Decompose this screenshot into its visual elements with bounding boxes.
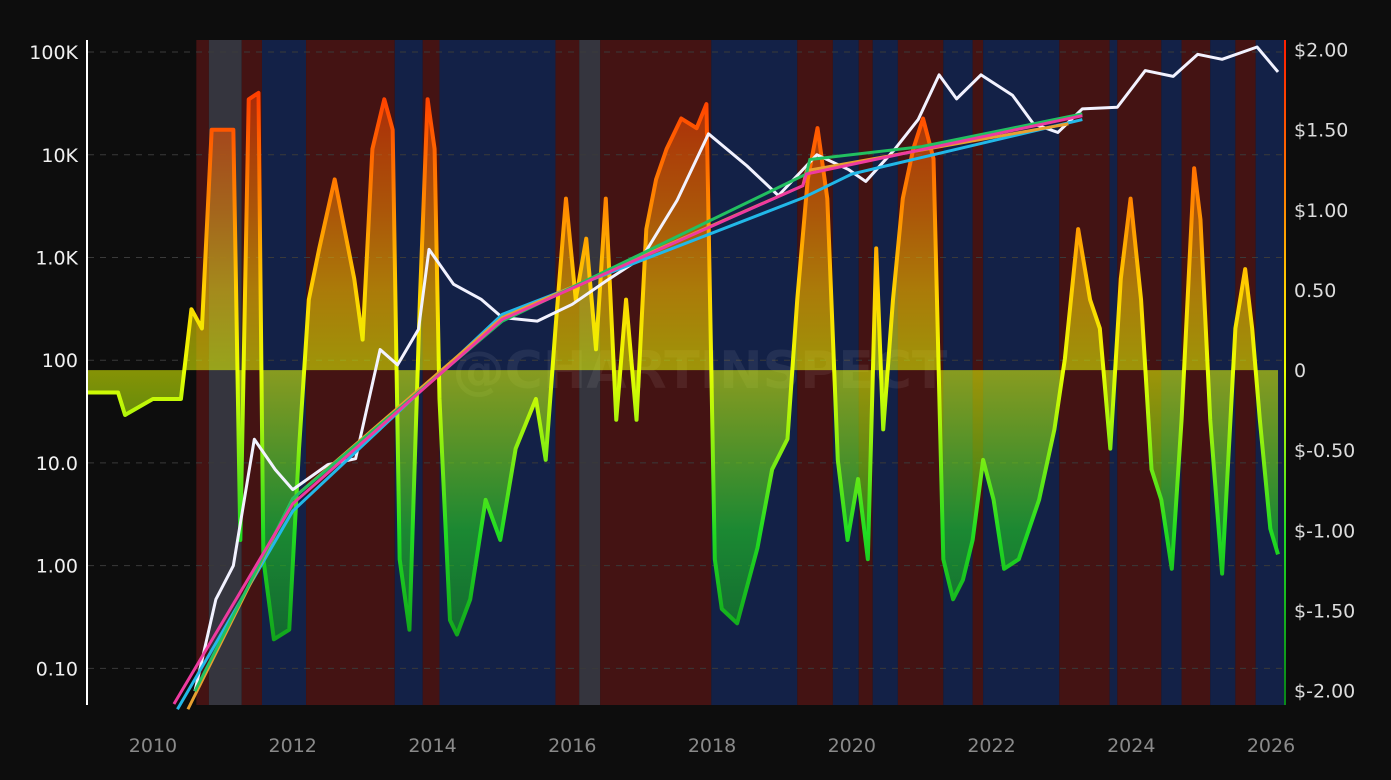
regime-band-red [1181,40,1211,705]
x-tick-label: 2026 [1247,735,1295,757]
left-axis-ticks: 100K 10K 1.0K 100 10.0 1.00 0.10 [29,42,78,680]
right-tick-label: $-2.00 [1294,681,1355,703]
regime-band-red [1059,40,1110,705]
right-tick-label: $1.00 [1294,200,1348,222]
x-axis-ticks: 2010 2012 2014 2016 2018 2020 2022 2024 2026 [129,735,1295,757]
trend-line [172,114,1083,705]
x-tick-label: 2024 [1107,735,1155,757]
x-tick-label: 2014 [408,735,456,757]
oscillator-fill [88,92,1279,640]
trend-lines [172,112,1083,711]
left-tick-label: 10K [41,145,78,167]
left-tick-label: 10.0 [36,453,78,475]
oscillator-line [88,90,1280,642]
right-tick-label: $2.00 [1294,40,1348,62]
regime-band-gray [579,40,601,705]
right-tick-label: $-0.50 [1294,440,1355,462]
price-line [193,45,1280,692]
right-tick-label: 0 [1294,360,1306,382]
x-tick-label: 2018 [688,735,736,757]
x-tick-label: 2012 [269,735,317,757]
regime-band-red [1235,40,1256,705]
right-tick-label: $-1.00 [1294,520,1355,542]
left-tick-label: 0.10 [36,658,78,680]
right-tick-label: $-1.50 [1294,600,1355,622]
left-tick-label: 100K [29,42,78,64]
x-tick-label: 2010 [129,735,177,757]
right-tick-label: 0.50 [1294,280,1336,302]
x-tick-label: 2022 [967,735,1015,757]
oscillator-series [88,90,1280,642]
price-series [193,45,1280,692]
regime-band-red [555,40,580,705]
regime-band-red [196,40,209,705]
right-axis-ticks: $2.00 $1.50 $1.00 0.50 0 $-0.50 $-1.00 $-1.50 $-… [1294,40,1355,703]
left-tick-label: 100 [42,350,78,372]
x-tick-label: 2020 [828,735,876,757]
right-tick-label: $1.50 [1294,120,1348,142]
left-tick-label: 1.00 [36,556,78,578]
x-tick-label: 2016 [548,735,596,757]
trend-line [176,118,1083,711]
left-tick-label: 1.0K [35,247,78,269]
